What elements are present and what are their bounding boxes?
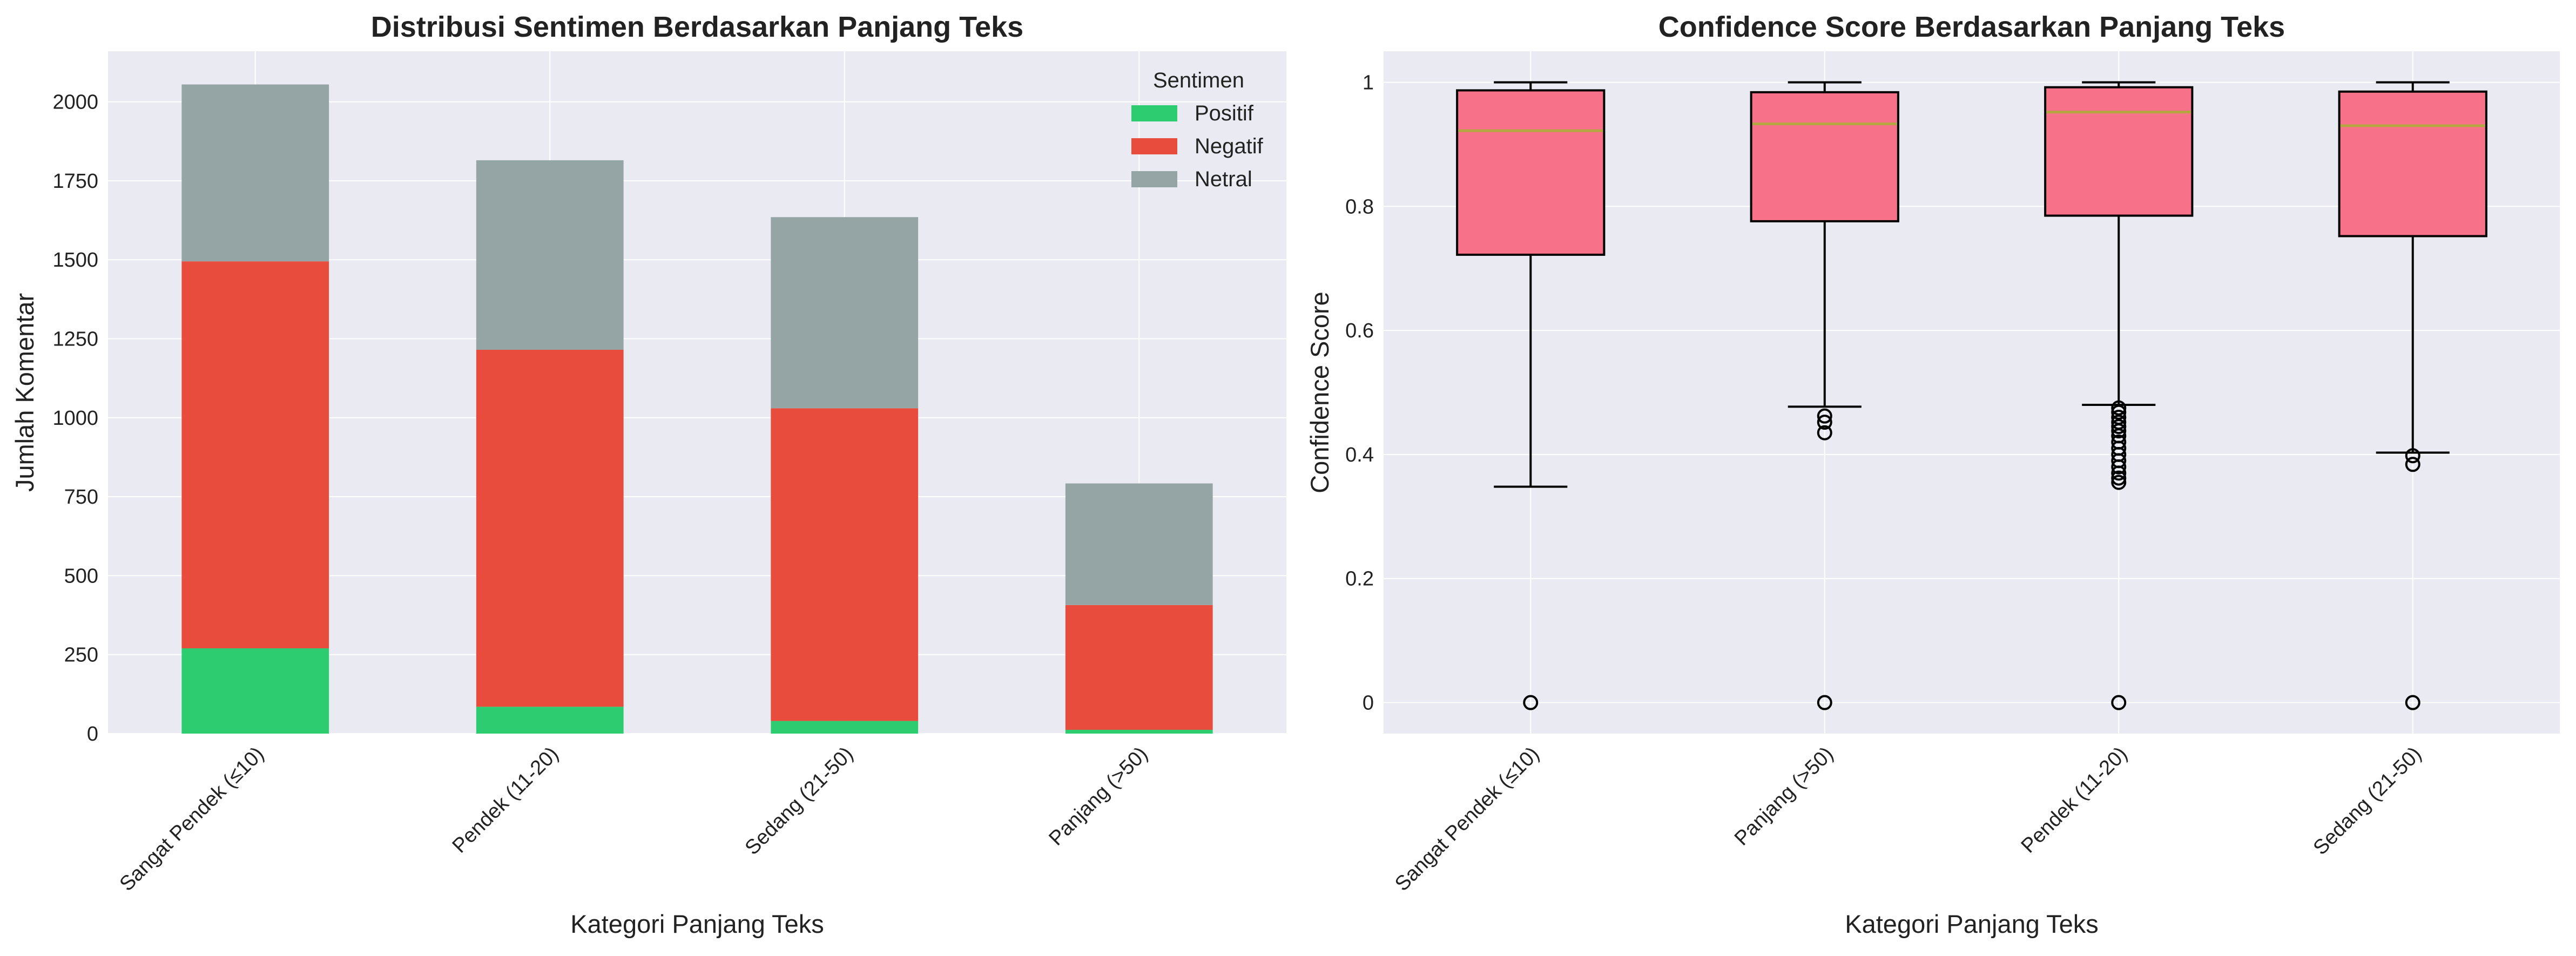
bar-segment-positif xyxy=(771,721,919,734)
x-tick-label: Pendek (11-20) xyxy=(448,743,563,858)
x-tick-label: Sangat Pendek (≤10) xyxy=(1391,743,1543,896)
outlier-point xyxy=(2111,695,2127,710)
box-iqr xyxy=(2338,90,2487,238)
outlier-point xyxy=(2111,423,2127,439)
y-axis-label: Confidence Score xyxy=(1305,291,1334,493)
outlier-point xyxy=(1817,415,1832,430)
legend-swatch-positif xyxy=(1131,105,1177,121)
y-tick-label: 1500 xyxy=(52,249,98,272)
bar-segment-negatif xyxy=(181,261,329,648)
y-tick-label: 750 xyxy=(64,486,98,508)
y-tick-label: 0.2 xyxy=(1345,568,1374,591)
box-iqr xyxy=(1456,89,1606,256)
x-axis-label: Kategori Panjang Teks xyxy=(1845,910,2098,938)
y-tick-label: 2000 xyxy=(52,91,98,114)
x-tick-label: Pendek (11-20) xyxy=(2017,743,2132,858)
outlier-point xyxy=(2111,404,2127,420)
outlier-point xyxy=(2111,465,2127,481)
bar-segment-netral xyxy=(771,217,919,409)
y-tick-label: 0 xyxy=(1363,692,1374,715)
y-axis-label: Jumlah Komentar xyxy=(10,293,39,492)
outlier-point xyxy=(2405,448,2420,464)
y-tick-label: 1750 xyxy=(52,170,98,193)
outlier-point xyxy=(2111,470,2127,486)
x-tick-label: Sangat Pendek (≤10) xyxy=(116,743,268,896)
bar-segment-netral xyxy=(181,84,329,262)
y-tick-label: 0.4 xyxy=(1345,444,1374,466)
bar-segment-negatif xyxy=(1065,605,1213,730)
bar-segment-positif xyxy=(476,707,624,734)
bar-segment-netral xyxy=(1065,483,1213,605)
outlier-point xyxy=(1817,408,1832,424)
bar-segment-negatif xyxy=(771,408,919,721)
legend-label-negatif: Negatif xyxy=(1195,134,1264,158)
bar-segment-negatif xyxy=(476,350,624,707)
y-tick-label: 0.6 xyxy=(1345,320,1374,342)
x-tick-label: Panjang (>50) xyxy=(1044,743,1152,850)
y-tick-label: 500 xyxy=(64,565,98,587)
outlier-point xyxy=(2405,695,2420,710)
legend-label-netral: Netral xyxy=(1195,167,1252,191)
x-tick-label: Sedang (21-50) xyxy=(2309,743,2426,859)
outlier-point xyxy=(1817,695,1832,710)
bar-segment-positif xyxy=(181,648,329,734)
outlier-point xyxy=(2111,400,2127,416)
y-tick-label: 1000 xyxy=(52,407,98,430)
y-tick-label: 0 xyxy=(87,723,98,745)
chart-title: Distribusi Sentimen Berdasarkan Panjang … xyxy=(371,11,1023,43)
legend-swatch-netral xyxy=(1131,171,1177,187)
y-tick-label: 0.8 xyxy=(1345,195,1374,218)
outlier-point xyxy=(1523,695,1539,710)
x-tick-label: Sedang (21-50) xyxy=(741,743,858,859)
y-tick-label: 250 xyxy=(64,644,98,667)
outlier-point xyxy=(1817,425,1832,440)
x-tick-label: Panjang (>50) xyxy=(1730,743,1838,850)
y-tick-label: 1 xyxy=(1363,71,1374,94)
legend-title: Sentimen xyxy=(1153,69,1244,92)
legend-swatch-negatif xyxy=(1131,138,1177,154)
bar-segment-netral xyxy=(476,160,624,350)
outlier-point xyxy=(2111,419,2127,435)
x-axis-label: Kategori Panjang Teks xyxy=(570,910,824,938)
confidence-boxplot-chart: 0 0.2 0.4 0.6 0.8 1 Sangat Pendek (≤10) Panjang… xyxy=(1305,11,2560,938)
sentiment-stacked-bar-chart: 0 250 500 750 1000 1250 1500 1750 2000 Sangat Pen… xyxy=(10,11,1286,938)
box-iqr xyxy=(2044,86,2194,217)
outlier-point xyxy=(2405,457,2420,472)
chart-title: Confidence Score Berdasarkan Panjang Tek… xyxy=(1658,11,2285,43)
outlier-point xyxy=(2111,474,2127,490)
y-tick-label: 1250 xyxy=(52,328,98,351)
legend-label-positif: Positif xyxy=(1195,101,1254,125)
box-iqr xyxy=(1750,91,1899,222)
outlier-point xyxy=(2111,459,2127,474)
bar-segment-positif xyxy=(1065,729,1213,734)
